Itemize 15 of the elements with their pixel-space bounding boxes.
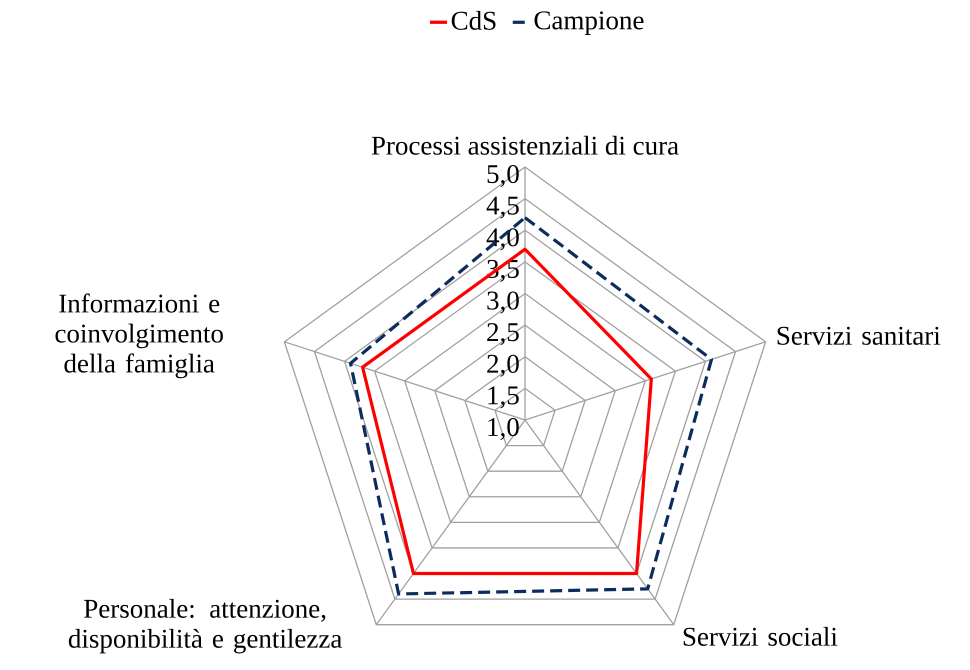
y-tick-label: 4,0 [486, 228, 519, 250]
y-tick-label: 3,0 [487, 291, 519, 314]
spoke-label: Informazioni e coinvolgimento della famiglia [55, 293, 223, 378]
y-tick-label: 2,5 [487, 323, 519, 346]
spoke-label: Servizi sociali [684, 626, 838, 646]
legend-label: CdS [452, 10, 496, 30]
y-tick-label: 4,5 [486, 196, 519, 219]
y-tick-label: 5,0 [488, 164, 519, 188]
y-tick-label: 1,0 [488, 418, 519, 440]
legend-label: Campione [534, 11, 644, 35]
spoke-label: Personale: attenzione, disponibilità e gentilezza [68, 598, 342, 654]
spoke-label: Processi assistenziali di cura [372, 136, 679, 155]
y-tick-label: 1,5 [488, 386, 519, 408]
spoke-label: Servizi sanitari [778, 326, 940, 345]
y-tick-label: 2,0 [487, 354, 519, 377]
